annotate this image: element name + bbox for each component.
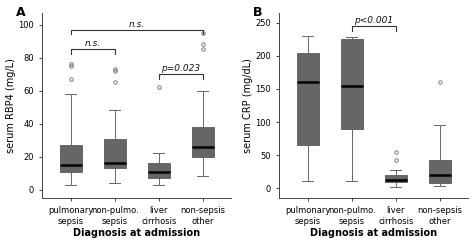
- PathPatch shape: [60, 145, 82, 172]
- PathPatch shape: [104, 139, 126, 168]
- PathPatch shape: [341, 40, 363, 129]
- Text: B: B: [253, 6, 263, 19]
- PathPatch shape: [429, 160, 451, 183]
- Y-axis label: serum CRP (mg/dL): serum CRP (mg/dL): [243, 58, 253, 153]
- PathPatch shape: [148, 163, 170, 178]
- X-axis label: Diagnosis at admission: Diagnosis at admission: [310, 228, 438, 238]
- Y-axis label: serum RBP4 (mg/L): serum RBP4 (mg/L): [6, 58, 16, 153]
- X-axis label: Diagnosis at admission: Diagnosis at admission: [73, 228, 201, 238]
- Text: n.s.: n.s.: [85, 40, 101, 49]
- PathPatch shape: [385, 175, 407, 182]
- PathPatch shape: [297, 53, 319, 145]
- Text: A: A: [16, 6, 26, 19]
- Text: n.s.: n.s.: [129, 20, 145, 29]
- Text: p<0.001: p<0.001: [355, 16, 393, 25]
- Text: p=0.023: p=0.023: [161, 64, 201, 73]
- PathPatch shape: [192, 127, 214, 157]
